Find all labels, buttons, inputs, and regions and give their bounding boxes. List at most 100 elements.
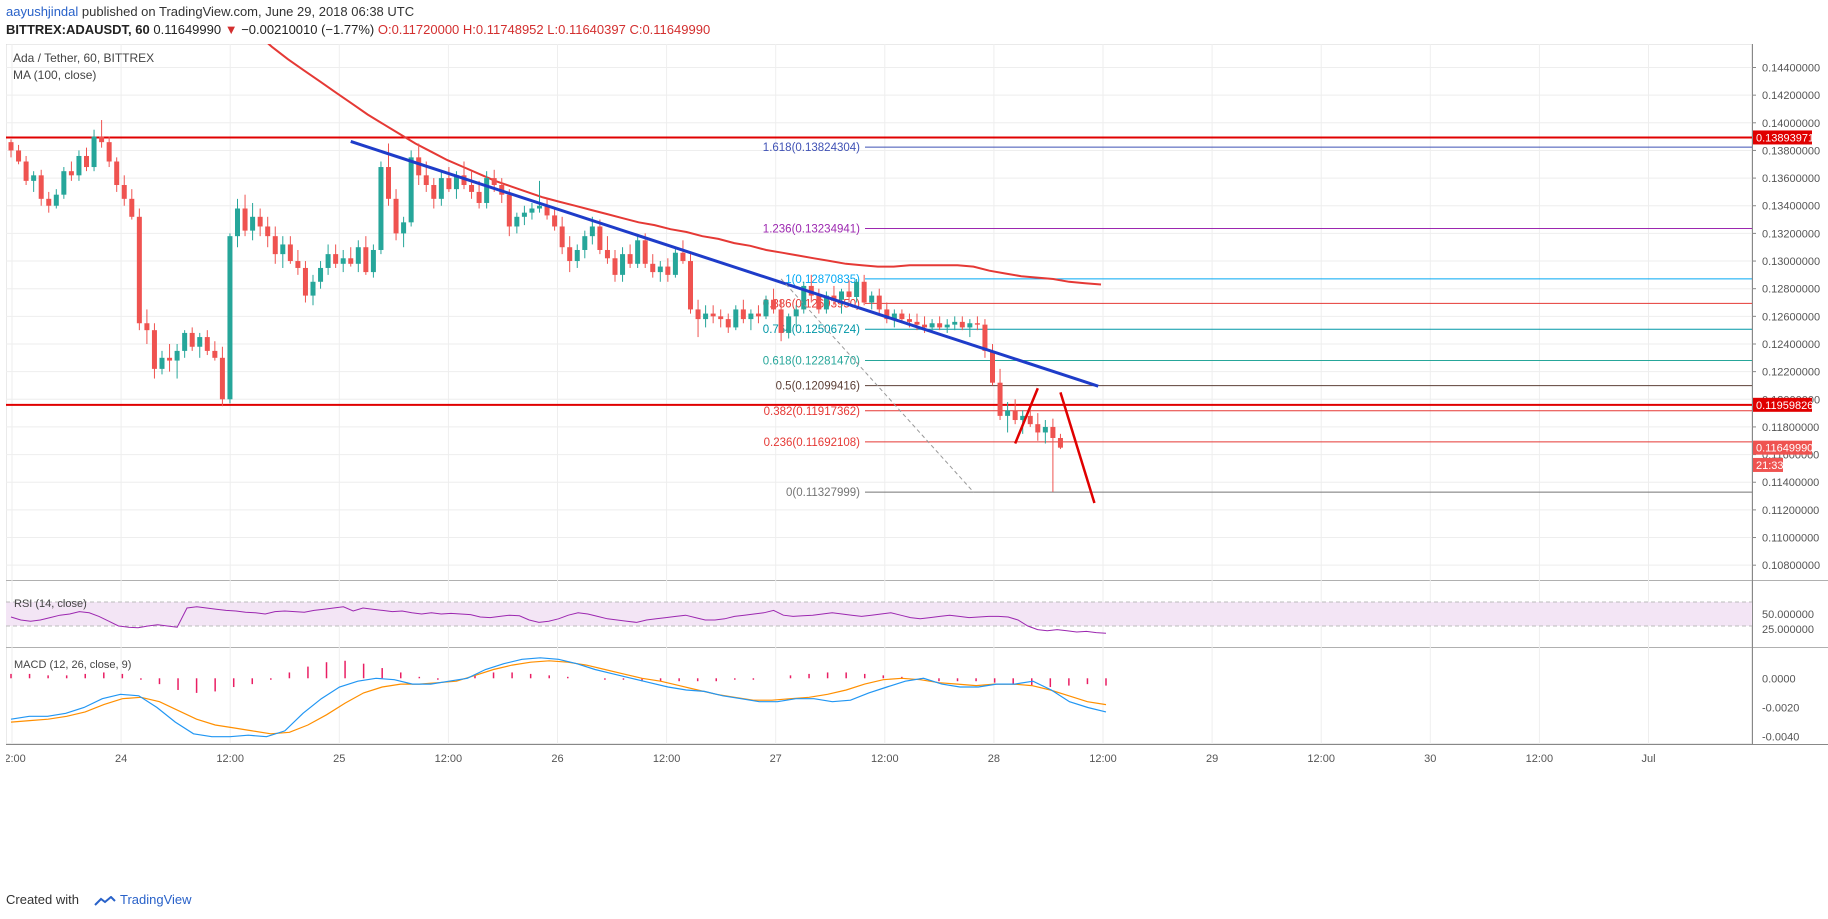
tradingview-link[interactable]: TradingView	[120, 892, 192, 907]
candle-body	[348, 258, 354, 264]
candle-body	[189, 332, 195, 347]
candles	[8, 120, 1063, 492]
fib-level-label: 0.5(0.12099416)	[776, 381, 861, 393]
candle-body	[688, 261, 693, 310]
candle-body	[1057, 437, 1063, 448]
fib-level-label: 0.236(0.11692108)	[764, 437, 861, 449]
candle-body	[567, 247, 573, 262]
candle-body	[91, 136, 97, 168]
candle-body	[967, 323, 973, 328]
candle-body	[469, 185, 475, 192]
macd-tick-label: -0.0040	[1762, 732, 1799, 744]
candle-body	[657, 266, 663, 273]
candle-body	[899, 313, 905, 320]
candle-body	[876, 295, 882, 310]
candle-body	[786, 316, 792, 333]
candle-body	[627, 254, 633, 264]
red-down-line	[1059, 392, 1096, 504]
candle-body	[23, 161, 29, 181]
price-tick-label: 0.14400000	[1762, 63, 1820, 75]
candle-body	[355, 247, 361, 264]
trendlines	[350, 140, 1099, 504]
candle-body	[484, 178, 490, 203]
fib-level-label: 1.618(0.13824304)	[763, 142, 860, 154]
candle-body	[929, 323, 935, 328]
price-tick-label: 0.13600000	[1762, 173, 1820, 185]
candle-body	[718, 316, 724, 320]
candle-body	[650, 263, 656, 273]
candle-body	[129, 198, 135, 217]
candle-body	[257, 216, 263, 227]
time-tick-label: 12:00	[653, 753, 681, 765]
price-tick-label: 0.12800000	[1762, 284, 1820, 296]
fib-level-label: 1.236(0.13234941)	[763, 224, 860, 236]
candle-body	[310, 281, 316, 296]
candle-body	[431, 185, 437, 199]
price-tag-label: 0.13893971	[1756, 132, 1814, 144]
author-link[interactable]: aayushjindal	[6, 4, 79, 19]
time-tick-label: 26	[551, 753, 563, 765]
time-tick-label: 25	[333, 753, 345, 765]
plot-border	[6, 44, 1753, 745]
candle-body	[869, 295, 875, 303]
high-value: H:0.11748952	[462, 22, 544, 37]
candle-body	[144, 323, 150, 331]
candle-body	[748, 313, 754, 320]
price-tick-label: 0.13200000	[1762, 228, 1820, 240]
change-value: −0.00210010 (−1.77%)	[241, 22, 375, 37]
candle-body	[1020, 415, 1026, 421]
candle-body	[771, 299, 777, 310]
tradingview-logo-wrap: TradingView	[86, 892, 192, 907]
ma100	[267, 44, 1102, 286]
time-tick-label: 12:00	[1526, 753, 1554, 765]
candle-body	[1027, 415, 1033, 425]
candle-body	[204, 337, 210, 351]
fib-levels: 1.618(0.13824304)1.236(0.13234941)1(0.12…	[763, 142, 1752, 499]
candle-body	[197, 337, 203, 347]
macd-line	[10, 657, 1107, 738]
price-tag	[1753, 457, 1783, 472]
price-tick-label: 0.14200000	[1762, 90, 1820, 102]
candle-body	[597, 226, 603, 250]
candle-body	[680, 252, 686, 262]
rsi-tick-label: 25.000000	[1762, 624, 1814, 636]
candle-body	[8, 142, 14, 151]
time-tick-label: 29	[1206, 753, 1218, 765]
price-tag	[1753, 397, 1812, 412]
price-tick-label: 0.11400000	[1762, 477, 1819, 489]
candle-body	[121, 185, 127, 199]
ma100-line	[267, 44, 1102, 286]
price-tag	[1753, 130, 1812, 145]
candle-body	[235, 208, 240, 237]
price-tick-label: 0.14000000	[1762, 118, 1820, 130]
candle-body	[831, 295, 837, 300]
candle-body	[325, 254, 331, 268]
blue-trend-line	[350, 140, 1099, 388]
fib-level-label: 0.764(0.12506724)	[763, 324, 860, 336]
footer: Created with TradingView	[0, 892, 1828, 919]
candle-body	[280, 244, 286, 255]
candle-body	[672, 252, 678, 275]
candle-body	[1042, 426, 1048, 433]
chart-title: Ada / Tether, 60, BITTREX	[13, 51, 154, 65]
candle-body	[114, 161, 120, 186]
candle-body	[906, 319, 912, 322]
last-price: 0.11649990	[153, 22, 222, 37]
candle-body	[755, 313, 761, 317]
candle-body	[212, 350, 218, 358]
price-tick-label: 0.11200000	[1762, 505, 1819, 517]
price-tick-label: 0.12400000	[1762, 339, 1820, 351]
candle-body	[740, 309, 746, 320]
candle-body	[370, 249, 376, 273]
candle-body	[151, 330, 157, 369]
candle-body	[839, 291, 844, 300]
tradingview-icon	[94, 895, 116, 906]
candle-body	[937, 323, 943, 328]
ohlc-line: BITTREX:ADAUSDT, 60 0.11649990 ▼ −0.0021…	[6, 22, 710, 37]
chart-canvas[interactable]: 1.618(0.13824304)1.236(0.13234941)1(0.12…	[6, 44, 1828, 874]
candle-body	[393, 198, 399, 234]
candle-body	[612, 258, 618, 275]
candle-body	[295, 261, 301, 268]
grid	[6, 44, 1828, 745]
candle-body	[552, 215, 558, 227]
